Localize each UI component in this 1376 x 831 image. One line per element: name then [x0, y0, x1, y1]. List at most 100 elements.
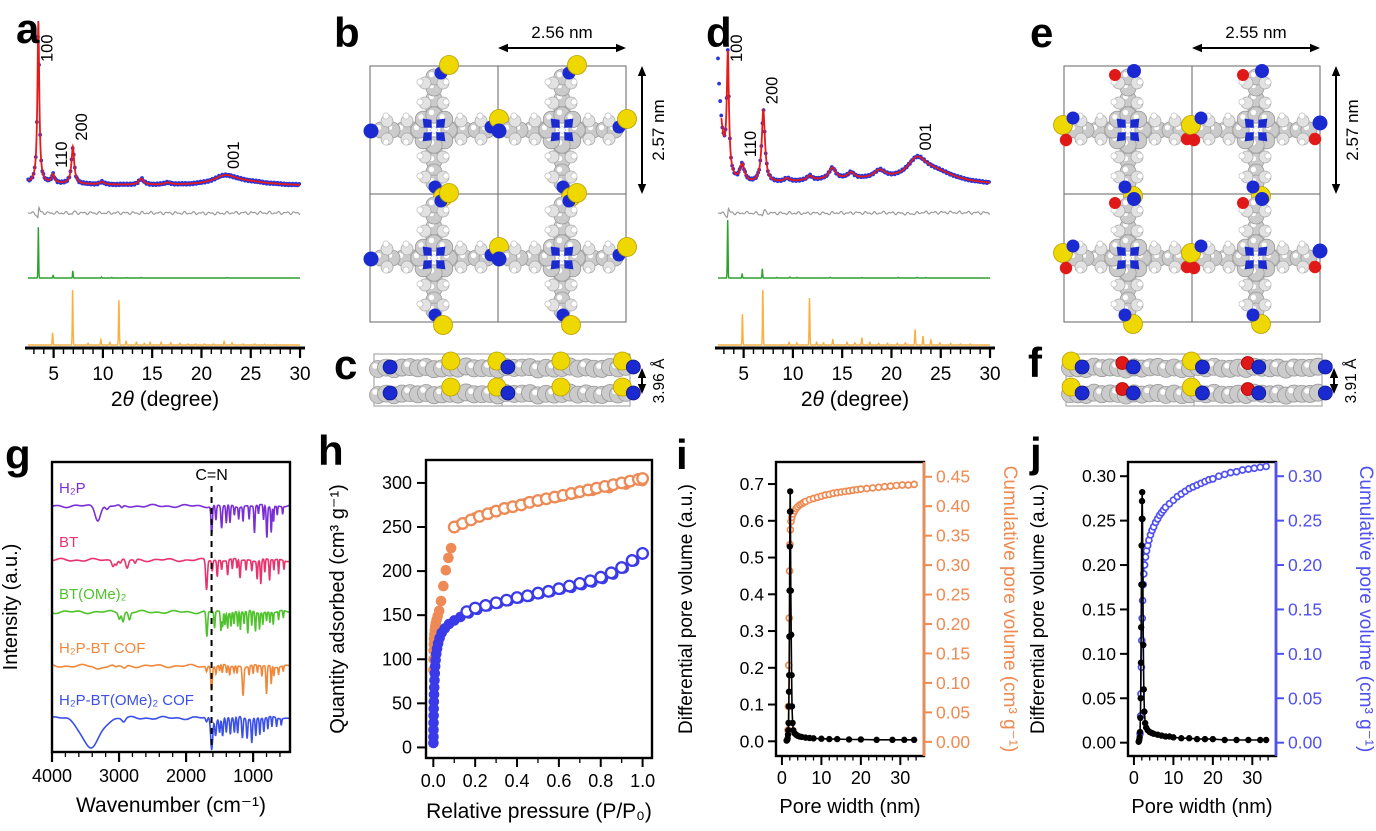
svg-text:300: 300 [382, 473, 412, 493]
svg-text:10: 10 [782, 364, 803, 385]
svg-text:200: 200 [73, 113, 91, 141]
panel-g: g H₂P BT BT(OMe)₂ H₂P-BT COF H₂P-BT(OMe)₂ CO… [0, 420, 316, 831]
svg-text:Cumulative pore volume (cm³ g⁻: Cumulative pore volume (cm³ g⁻¹) [999, 466, 1020, 753]
svg-text:0.6: 0.6 [740, 511, 764, 531]
svg-text:BT: BT [59, 534, 78, 551]
svg-text:0.4: 0.4 [505, 771, 530, 791]
svg-text:30: 30 [890, 768, 910, 788]
svg-text:2000: 2000 [166, 766, 206, 786]
svg-text:Wavenumber (cm⁻¹): Wavenumber (cm⁻¹) [76, 794, 266, 817]
svg-text:2.56 nm: 2.56 nm [531, 23, 592, 42]
panel-letter-h: h [318, 427, 344, 474]
svg-text:2θ (degree): 2θ (degree) [801, 388, 909, 411]
panel-letter-f: f [1028, 339, 1042, 386]
svg-text:001: 001 [225, 141, 243, 169]
svg-text:H₂P-BT COF: H₂P-BT COF [59, 640, 145, 657]
svg-text:0.30: 0.30 [1082, 466, 1116, 486]
svg-text:0.20: 0.20 [936, 614, 970, 634]
svg-text:20: 20 [851, 768, 871, 788]
svg-text:20: 20 [1203, 768, 1223, 788]
svg-text:100: 100 [38, 34, 56, 62]
svg-text:0.05: 0.05 [936, 702, 970, 722]
svg-text:0.40: 0.40 [936, 496, 970, 516]
svg-text:0.00: 0.00 [936, 732, 970, 752]
svg-text:1.0: 1.0 [630, 771, 655, 791]
svg-text:2.55 nm: 2.55 nm [1225, 23, 1286, 42]
panel-a: a 5 10 15 20 25 30 2θ (degree) 100 110 200 001 [0, 0, 330, 420]
svg-text:0.00: 0.00 [1288, 733, 1322, 753]
svg-text:0: 0 [402, 737, 412, 757]
svg-text:0.0: 0.0 [421, 771, 446, 791]
svg-text:0.35: 0.35 [936, 526, 970, 546]
panel-letter-j: j [1030, 429, 1042, 476]
svg-text:200: 200 [382, 561, 412, 581]
structure-side-view-f: 3.91 Å [1061, 351, 1360, 407]
panel-c: c 3.96 Å [330, 336, 690, 432]
svg-text:BT(OMe)₂: BT(OMe)₂ [59, 586, 127, 603]
svg-text:5: 5 [48, 364, 59, 385]
svg-text:0.10: 0.10 [936, 673, 970, 693]
svg-text:4000: 4000 [32, 766, 72, 786]
svg-text:0.25: 0.25 [1288, 511, 1322, 531]
svg-text:2.57 nm: 2.57 nm [1343, 99, 1362, 160]
svg-text:100: 100 [382, 649, 412, 669]
svg-text:25: 25 [930, 364, 951, 385]
svg-text:0.4: 0.4 [740, 584, 765, 604]
svg-text:0.10: 0.10 [1082, 644, 1116, 664]
svg-text:0: 0 [777, 768, 787, 788]
svg-text:0.25: 0.25 [1082, 511, 1116, 531]
svg-text:30: 30 [1242, 768, 1262, 788]
svg-text:0.15: 0.15 [936, 643, 970, 663]
svg-text:0.45: 0.45 [936, 467, 970, 487]
svg-text:C=N: C=N [195, 467, 227, 484]
svg-text:0.30: 0.30 [936, 555, 970, 575]
svg-text:3.96 Å: 3.96 Å [651, 358, 668, 403]
svg-text:001: 001 [917, 123, 935, 151]
svg-text:15: 15 [832, 364, 853, 385]
svg-text:0.15: 0.15 [1082, 599, 1116, 619]
svg-text:0.10: 0.10 [1288, 644, 1322, 664]
panel-d: d 5 10 15 20 25 30 2θ (degree) 100 110 200 001 [690, 0, 1020, 420]
svg-text:100: 100 [728, 34, 746, 62]
svg-text:0.8: 0.8 [588, 771, 613, 791]
svg-text:200: 200 [763, 77, 781, 105]
svg-text:0.30: 0.30 [1288, 466, 1322, 486]
svg-text:2θ (degree): 2θ (degree) [111, 388, 219, 411]
panel-f: f 3.91 Å [1018, 336, 1376, 432]
svg-text:150: 150 [382, 605, 412, 625]
svg-text:Quantity adsorbed (cm³ g⁻¹): Quantity adsorbed (cm³ g⁻¹) [327, 484, 349, 734]
svg-text:50: 50 [392, 693, 412, 713]
svg-text:2.57 nm: 2.57 nm [649, 99, 668, 160]
svg-text:H₂P-BT(OMe)₂ COF: H₂P-BT(OMe)₂ COF [59, 692, 194, 709]
xrd-chart-d: 5 10 15 20 25 30 2θ (degree) 100 110 200 001 [715, 34, 1001, 411]
panel-letter-c: c [334, 341, 358, 388]
svg-text:H₂P: H₂P [59, 480, 86, 497]
svg-text:0.2: 0.2 [740, 658, 764, 678]
panel-h: h 0 50 100 150 200 250 300 0.0 0.2 0.4 0.6 0.8 1.0 Qu… [314, 420, 670, 831]
svg-text:0.7: 0.7 [740, 474, 764, 494]
svg-text:0.15: 0.15 [1288, 599, 1322, 619]
structure-top-view-e: 2.55 nm 2.57 nm [1053, 23, 1362, 334]
svg-text:1000: 1000 [233, 766, 273, 786]
svg-text:20: 20 [191, 364, 212, 385]
svg-text:110: 110 [742, 131, 760, 157]
svg-text:250: 250 [382, 517, 412, 537]
panel-letter-g: g [5, 431, 31, 478]
svg-text:0.5: 0.5 [740, 548, 764, 568]
svg-text:Cumulative pore volume (cm³ g⁻: Cumulative pore volume (cm³ g⁻¹) [1355, 466, 1376, 753]
svg-text:0.1: 0.1 [740, 695, 764, 715]
svg-text:Differential pore volume (a.u.: Differential pore volume (a.u.) [676, 484, 697, 734]
structure-top-view-b: 2.56 nm 2.57 nm [363, 23, 668, 335]
svg-text:0.2: 0.2 [463, 771, 488, 791]
panel-letter-b: b [334, 9, 360, 56]
svg-text:0.00: 0.00 [1082, 733, 1116, 753]
svg-text:Pore width (nm): Pore width (nm) [779, 796, 920, 818]
panel-letter-a: a [16, 5, 40, 52]
panel-letter-i: i [676, 431, 688, 478]
svg-text:0.3: 0.3 [740, 621, 764, 641]
pore-chart-j: 0.00 0.05 0.10 0.15 0.20 0.25 0.30 0.00 0.05 0.10… [1028, 460, 1376, 818]
svg-text:5: 5 [738, 364, 749, 385]
svg-text:15: 15 [142, 364, 163, 385]
svg-text:0.25: 0.25 [936, 585, 970, 605]
